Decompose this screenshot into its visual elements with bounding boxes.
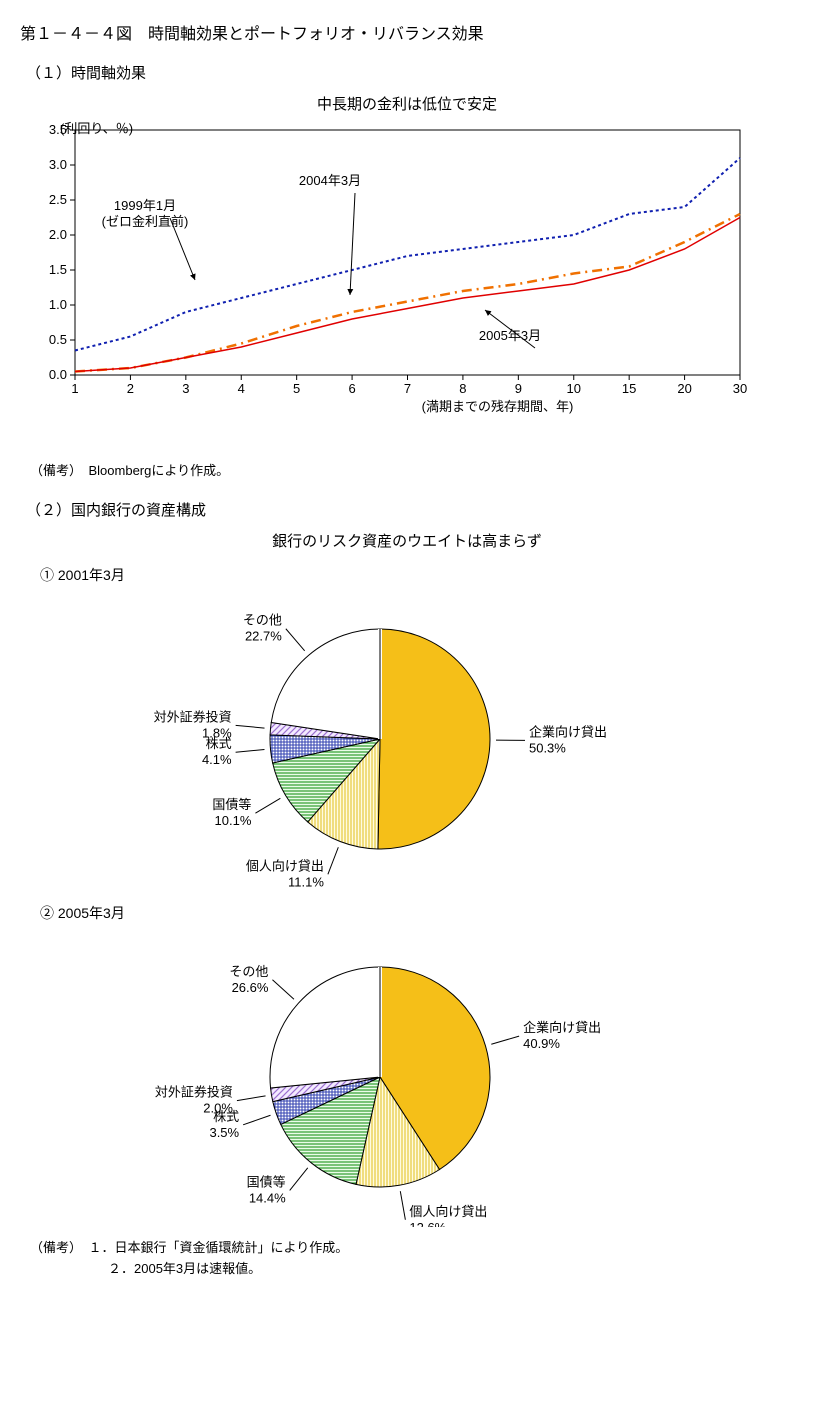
svg-text:14.4%: 14.4% xyxy=(249,1190,286,1205)
svg-text:国債等: 国債等 xyxy=(247,1174,286,1189)
svg-text:1: 1 xyxy=(71,381,78,396)
svg-text:11.1%: 11.1% xyxy=(288,874,324,889)
svg-text:4.1%: 4.1% xyxy=(202,752,232,767)
pie2-label: ② 2005年3月 xyxy=(40,903,794,923)
svg-text:3.5%: 3.5% xyxy=(209,1125,239,1140)
svg-text:2.0%: 2.0% xyxy=(203,1101,233,1116)
svg-text:9: 9 xyxy=(515,381,522,396)
svg-text:対外証券投資: 対外証券投資 xyxy=(155,1085,233,1100)
svg-text:40.9%: 40.9% xyxy=(523,1036,560,1051)
svg-text:1.8%: 1.8% xyxy=(202,725,232,740)
svg-text:7: 7 xyxy=(404,381,411,396)
svg-text:1.5: 1.5 xyxy=(49,262,67,277)
svg-text:4: 4 xyxy=(238,381,245,396)
svg-text:8: 8 xyxy=(459,381,466,396)
svg-text:その他: その他 xyxy=(243,613,282,628)
svg-text:企業向け貸出: 企業向け貸出 xyxy=(523,1020,601,1035)
svg-text:26.6%: 26.6% xyxy=(232,980,269,995)
svg-text:15: 15 xyxy=(622,381,636,396)
svg-text:50.3%: 50.3% xyxy=(529,740,566,755)
yield-curve-chart: (利回り、％) 0.0 0.5 1.0 1.5 2.0 2.5 3.0 3.5 1 2 3 4 5 6 7 8 9… xyxy=(20,120,780,450)
svg-text:国債等: 国債等 xyxy=(212,797,251,812)
section2-heading: （２）国内銀行の資産構成 xyxy=(26,499,794,520)
section2-chart-title: 銀行のリスク資産のウエイトは高まらず xyxy=(20,530,794,551)
section2-note1: （備考） １．日本銀行「資金循環統計」により作成。 xyxy=(30,1237,794,1256)
svg-text:0.0: 0.0 xyxy=(49,367,67,382)
svg-text:その他: その他 xyxy=(229,964,268,979)
svg-text:2004年3月: 2004年3月 xyxy=(299,173,361,188)
svg-text:(満期までの残存期間、年): (満期までの残存期間、年) xyxy=(422,399,574,414)
figure-title: 第１－４－４図 時間軸効果とポートフォリオ・リバランス効果 xyxy=(20,20,794,44)
svg-text:対外証券投資: 対外証券投資 xyxy=(154,709,232,724)
section2-note2: ２．2005年3月は速報値。 xyxy=(30,1258,794,1277)
svg-text:6: 6 xyxy=(348,381,355,396)
svg-text:2005年3月: 2005年3月 xyxy=(479,328,541,343)
svg-text:1.0: 1.0 xyxy=(49,297,67,312)
svg-text:20: 20 xyxy=(677,381,691,396)
pie-chart-2001: 企業向け貸出50.3%個人向け貸出11.1%国債等10.1%株式4.1%対外証券… xyxy=(20,589,760,889)
svg-text:30: 30 xyxy=(733,381,747,396)
svg-text:22.7%: 22.7% xyxy=(245,629,282,644)
svg-text:2.0: 2.0 xyxy=(49,227,67,242)
svg-text:(利回り、％): (利回り、％) xyxy=(60,121,133,136)
section1-heading: （１）時間軸効果 xyxy=(26,62,794,83)
svg-text:2: 2 xyxy=(127,381,134,396)
svg-text:0.5: 0.5 xyxy=(49,332,67,347)
svg-text:10.1%: 10.1% xyxy=(215,813,252,828)
svg-text:3.0: 3.0 xyxy=(49,157,67,172)
svg-text:3: 3 xyxy=(182,381,189,396)
pie-chart-2005: 企業向け貸出40.9%個人向け貸出12.6%国債等14.4%株式3.5%対外証券… xyxy=(20,927,760,1227)
svg-text:3.5: 3.5 xyxy=(49,122,67,137)
svg-text:1999年1月: 1999年1月 xyxy=(114,198,176,213)
svg-text:個人向け貸出: 個人向け貸出 xyxy=(409,1204,487,1219)
section1-note: （備考） Bloombergにより作成。 xyxy=(30,460,794,479)
svg-text:2.5: 2.5 xyxy=(49,192,67,207)
pie1-label: ① 2001年3月 xyxy=(40,565,794,585)
svg-text:5: 5 xyxy=(293,381,300,396)
svg-text:12.6%: 12.6% xyxy=(409,1220,446,1227)
svg-text:10: 10 xyxy=(567,381,581,396)
section1-chart-title: 中長期の金利は低位で安定 xyxy=(20,93,794,114)
svg-text:個人向け貸出: 個人向け貸出 xyxy=(246,858,324,873)
svg-text:(ゼロ金利直前): (ゼロ金利直前) xyxy=(102,214,189,229)
svg-text:企業向け貸出: 企業向け貸出 xyxy=(529,724,607,739)
